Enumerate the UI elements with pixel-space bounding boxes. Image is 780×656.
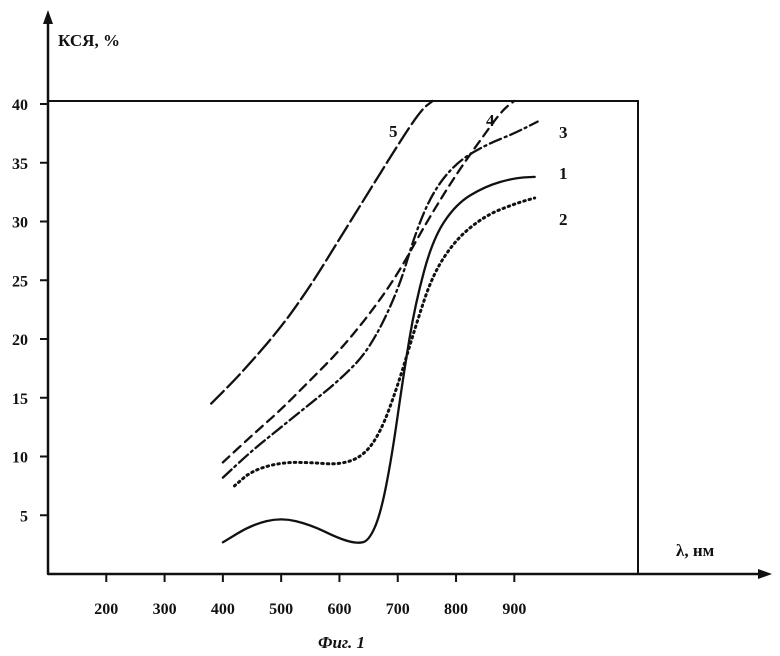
y-tick-label: 5 bbox=[20, 508, 28, 525]
x-axis-arrow-icon bbox=[758, 569, 772, 579]
curve-label-4: 4 bbox=[486, 111, 495, 130]
series-4-line bbox=[221, 99, 516, 464]
x-tick-label: 500 bbox=[269, 601, 293, 618]
y-axis-title: КСЯ, % bbox=[58, 31, 120, 50]
series-2-line bbox=[233, 196, 537, 488]
curve-label-5: 5 bbox=[389, 122, 398, 141]
y-axis-arrow-icon bbox=[43, 10, 53, 24]
x-tick-label: 800 bbox=[444, 601, 468, 618]
x-tick-label: 400 bbox=[211, 601, 235, 618]
y-tick-label: 35 bbox=[12, 156, 28, 173]
curve-label-2: 2 bbox=[559, 210, 568, 229]
x-tick-label: 700 bbox=[386, 601, 410, 618]
series-5-line bbox=[210, 99, 434, 405]
y-tick-label: 20 bbox=[12, 332, 28, 349]
curves bbox=[210, 99, 539, 544]
plot-frame bbox=[47, 100, 639, 575]
y-tick-label: 25 bbox=[12, 273, 28, 290]
x-tick-label: 300 bbox=[153, 601, 177, 618]
x-axis-title: λ, нм bbox=[676, 541, 715, 560]
x-tick-label: 200 bbox=[94, 601, 118, 618]
y-tick-label: 10 bbox=[12, 450, 28, 467]
axes bbox=[43, 10, 772, 579]
series-1-line bbox=[221, 175, 536, 544]
figure-caption: Фиг. 1 bbox=[318, 633, 365, 652]
y-tick-label: 30 bbox=[12, 215, 28, 232]
x-tick-label: 600 bbox=[327, 601, 351, 618]
y-tick-label: 40 bbox=[12, 97, 28, 114]
y-tick-label: 15 bbox=[12, 391, 28, 408]
curve-label-3: 3 bbox=[559, 123, 568, 142]
ticks: 200 300 400 500 600 700 800 900 5 10 15 20 25 30 35 40 bbox=[12, 97, 526, 618]
x-tick-label: 900 bbox=[502, 601, 526, 618]
curve-label-1: 1 bbox=[559, 164, 568, 183]
